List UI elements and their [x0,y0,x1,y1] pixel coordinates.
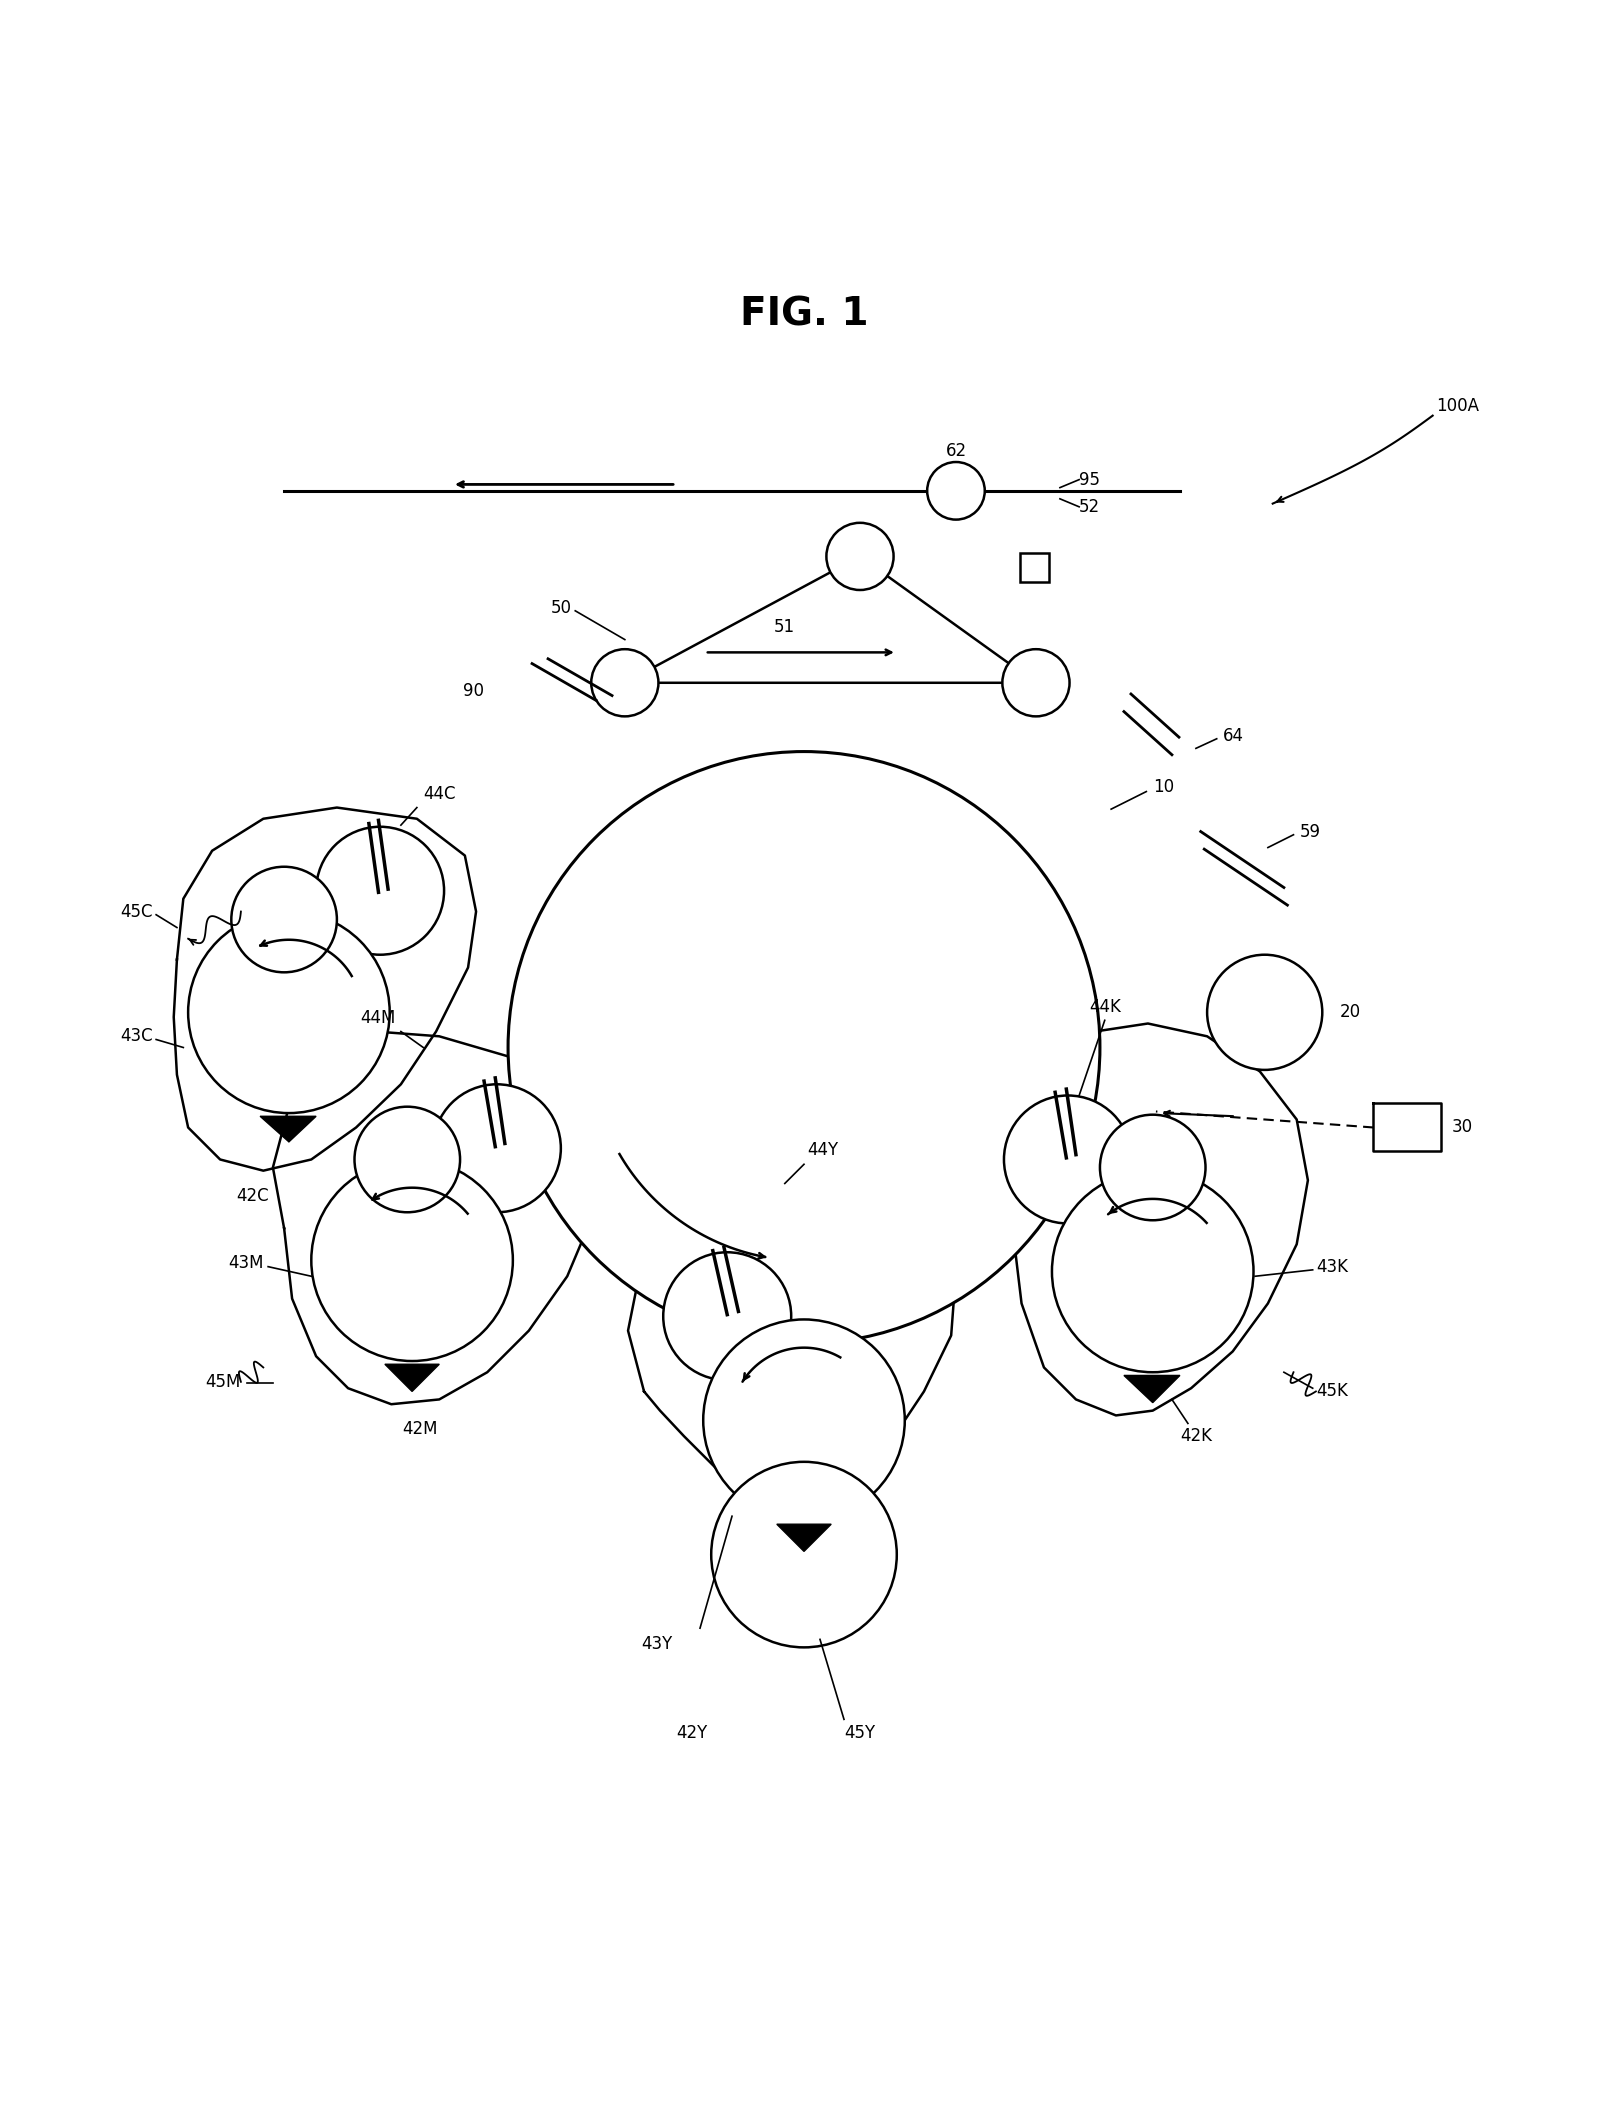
Text: FIG. 1: FIG. 1 [739,296,868,334]
Circle shape [312,1159,513,1362]
Circle shape [188,912,389,1112]
Text: 52: 52 [1078,498,1099,515]
Text: 62: 62 [945,441,966,460]
Text: 95: 95 [1078,471,1099,488]
Circle shape [710,1461,897,1647]
Circle shape [1207,954,1321,1070]
Circle shape [591,650,657,716]
Polygon shape [260,1117,317,1142]
Text: 43M: 43M [228,1254,264,1273]
Text: 42C: 42C [236,1186,268,1205]
Text: 20: 20 [1339,1003,1360,1022]
Text: 59: 59 [1298,823,1319,840]
Circle shape [662,1252,791,1381]
Text: 42K: 42K [1180,1427,1212,1444]
Circle shape [826,524,893,589]
Text: 43Y: 43Y [641,1634,672,1653]
Text: 45C: 45C [121,904,153,920]
Text: 44K: 44K [1088,999,1120,1015]
Circle shape [1001,650,1069,716]
Polygon shape [776,1524,831,1552]
Circle shape [702,1319,905,1522]
Circle shape [1003,1096,1131,1224]
Text: 64: 64 [1223,726,1244,745]
Circle shape [354,1106,460,1212]
Circle shape [1051,1172,1253,1372]
Text: 44C: 44C [423,785,455,802]
Text: 42Y: 42Y [677,1725,707,1742]
Text: 43C: 43C [121,1028,153,1045]
Text: 50: 50 [551,600,572,616]
Polygon shape [1123,1376,1180,1402]
Text: 45M: 45M [206,1372,241,1391]
Text: 10: 10 [1152,777,1173,796]
Text: 90: 90 [463,682,484,699]
Circle shape [508,752,1099,1343]
Text: 100A: 100A [1435,397,1478,416]
Text: 42M: 42M [402,1421,437,1438]
Text: 51: 51 [773,619,795,635]
Text: 45K: 45K [1315,1383,1347,1400]
Circle shape [231,868,337,973]
Circle shape [927,462,983,519]
Circle shape [1099,1115,1205,1220]
Text: 44M: 44M [360,1009,395,1026]
Polygon shape [384,1364,439,1391]
Circle shape [317,828,444,954]
Text: 44Y: 44Y [807,1142,837,1159]
Text: 45Y: 45Y [844,1725,874,1742]
Circle shape [432,1085,561,1212]
Text: 43K: 43K [1315,1258,1347,1275]
Text: 30: 30 [1451,1119,1472,1136]
